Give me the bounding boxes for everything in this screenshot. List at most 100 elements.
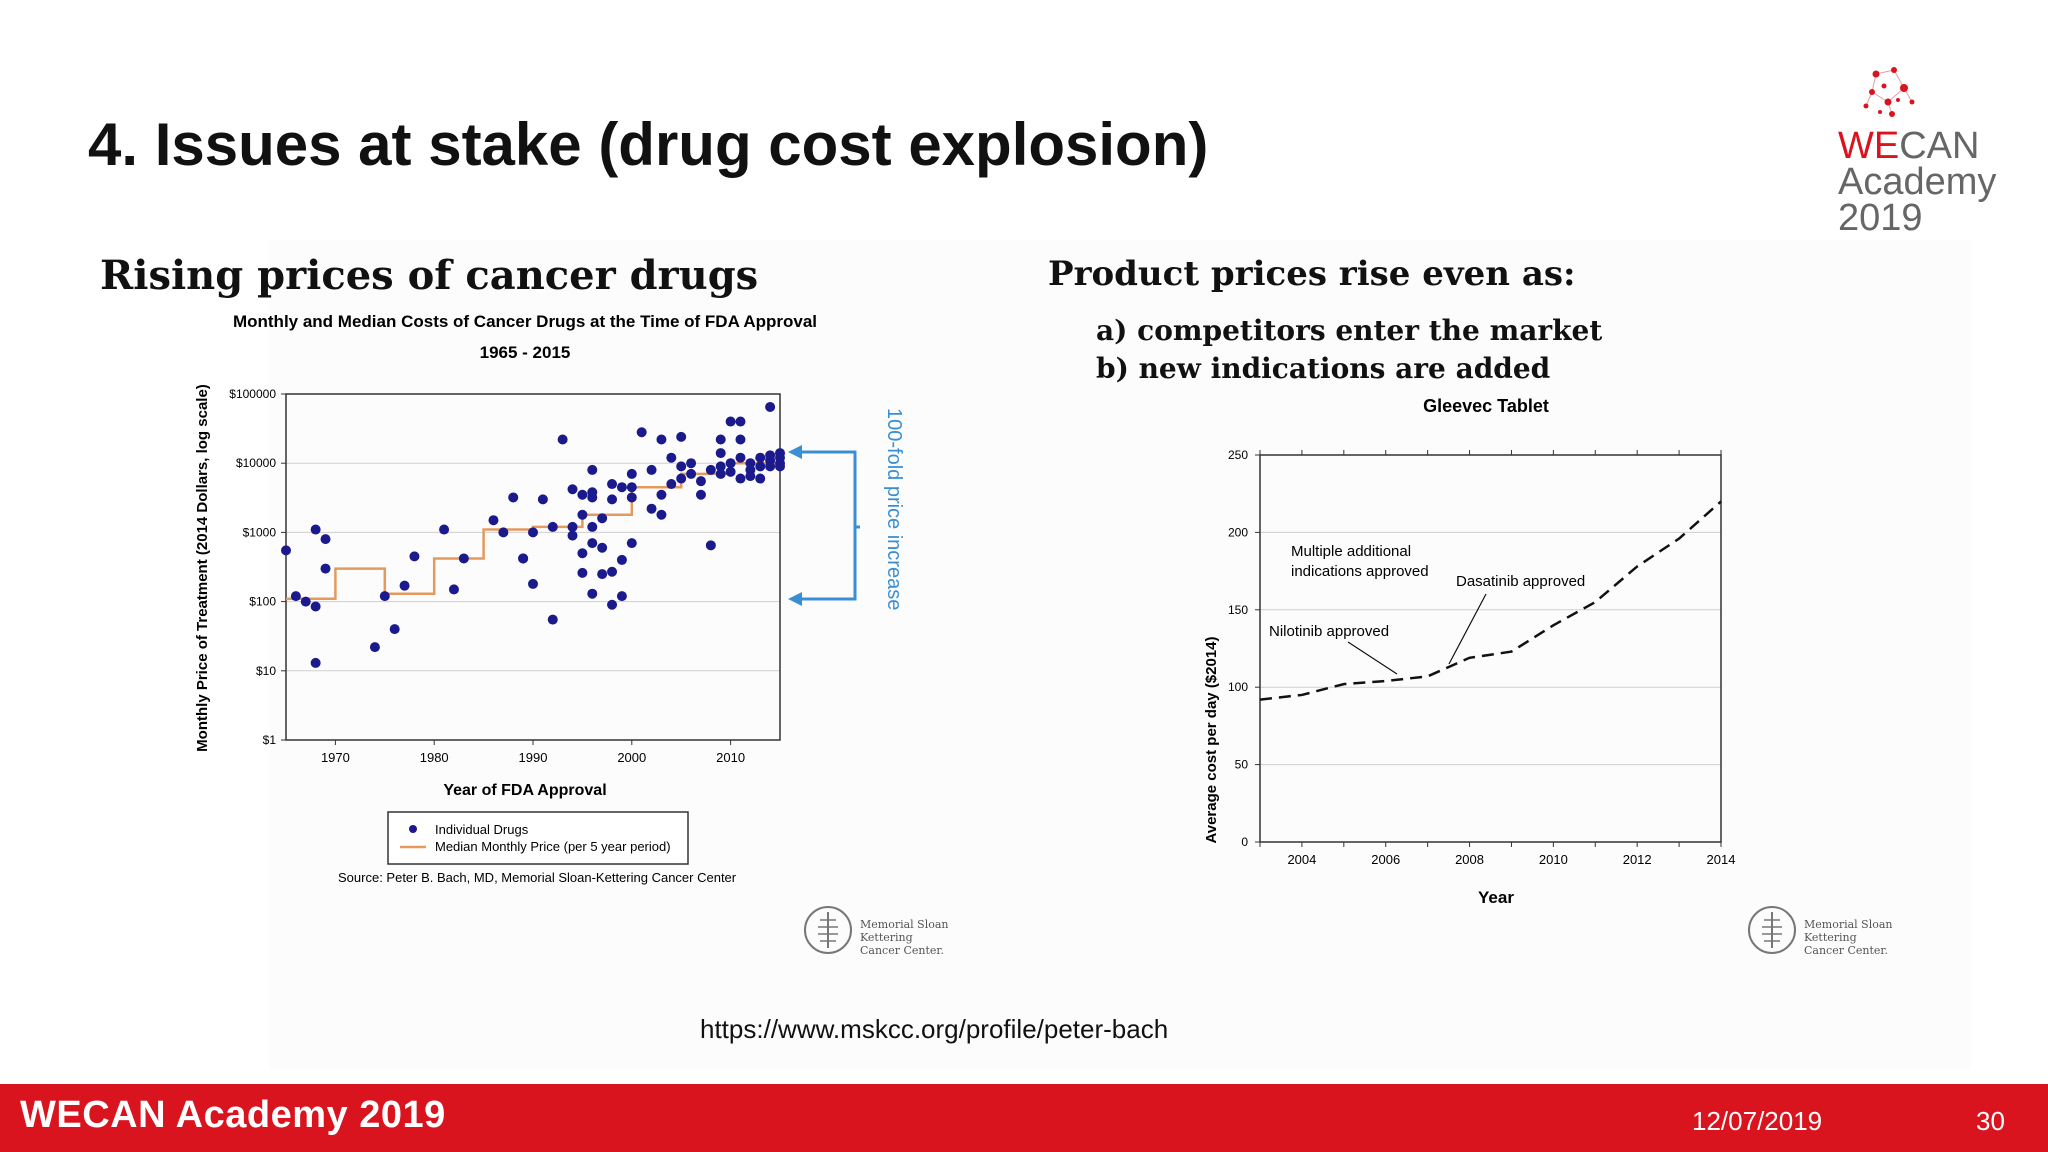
slide-title: 4. Issues at stake (drug cost explosion)	[88, 111, 1209, 178]
drug-data-point	[666, 452, 677, 463]
drug-data-point	[597, 513, 608, 524]
annotation-dasatinib: Dasatinib approved	[1456, 573, 1585, 590]
drug-data-point	[528, 527, 538, 538]
drug-data-point	[695, 489, 706, 500]
network-logo-icon	[1863, 67, 1915, 117]
drug-data-point	[626, 468, 637, 479]
drug-data-point	[636, 427, 647, 438]
msk-line-1: Memorial Sloan Kettering	[1804, 918, 1893, 944]
drug-data-point	[656, 489, 667, 500]
drug-data-point	[547, 521, 558, 532]
legend-dot-icon	[409, 825, 417, 833]
drug-data-point	[725, 416, 736, 427]
drug-data-point	[409, 551, 420, 562]
drug-data-point	[725, 458, 736, 469]
drug-data-point	[616, 554, 627, 565]
drug-data-point	[567, 530, 578, 541]
source-url[interactable]: https://www.mskcc.org/profile/peter-bach	[700, 1014, 1169, 1044]
chart2-annotations: Multiple additional indications approved…	[1269, 543, 1585, 675]
drug-data-point	[439, 524, 450, 535]
chart2-xtick-label: 2006	[1371, 852, 1400, 867]
arrow-bottom-icon	[788, 592, 802, 606]
drug-data-point	[577, 567, 588, 578]
chart1-xtick-label: 2000	[617, 750, 646, 765]
logo-line-1: WECAN	[1838, 125, 1980, 167]
drug-data-point	[705, 464, 716, 475]
drug-data-point	[607, 566, 618, 577]
drug-data-point	[320, 534, 331, 545]
chart1-xtick-label: 1980	[420, 750, 449, 765]
right-heading: Product prices rise even as:	[1048, 254, 1576, 294]
chart2-plot-frame	[1259, 454, 1722, 843]
logo-line-3: 2019	[1838, 197, 1923, 239]
drug-data-point	[676, 461, 687, 472]
chart1-xlabel: Year of FDA Approval	[443, 782, 606, 799]
chart1-xtick-label: 1970	[321, 750, 350, 765]
chart2-xtick-label: 2014	[1707, 852, 1736, 867]
drug-cost-scatter-chart: Monthly and Median Costs of Cancer Drugs…	[194, 312, 905, 885]
page-number: 30	[1976, 1106, 2005, 1136]
drug-data-point	[399, 580, 410, 591]
drug-data-point	[508, 492, 519, 503]
drug-data-point	[755, 473, 766, 484]
drug-data-point	[587, 492, 598, 503]
drug-data-point	[281, 545, 291, 556]
drug-data-point	[735, 473, 746, 484]
chart1-subtitle: 1965 - 2015	[480, 343, 571, 362]
chart1-ytick-label: $1	[263, 733, 277, 747]
drug-data-point	[587, 538, 598, 549]
chart1-source: Source: Peter B. Bach, MD, Memorial Sloa…	[338, 870, 737, 885]
drug-data-point	[666, 479, 677, 490]
msk-tree-icon	[804, 906, 852, 954]
chart2-ylabel: Average cost per day ($2014)	[1203, 636, 1220, 843]
wecan-logo: WECAN Academy 2019	[1832, 62, 2002, 238]
drug-data-point	[735, 452, 746, 463]
chart1-ytick-label: $10	[256, 664, 276, 678]
annotation-multiple-1: Multiple additional	[1291, 543, 1411, 560]
drug-data-point	[310, 657, 321, 668]
drug-data-point	[518, 553, 529, 564]
msk-logo-right: Memorial Sloan Kettering Cancer Center.	[1746, 902, 1893, 963]
chart2-ytick-label: 250	[1228, 448, 1248, 462]
right-point-b: b) new indications are added	[1096, 352, 1551, 385]
drug-data-point	[775, 461, 785, 472]
drug-data-point	[715, 461, 726, 472]
msk-logo-left: Memorial Sloan Kettering Cancer Center.	[802, 902, 949, 963]
drug-data-point	[705, 540, 716, 551]
drug-data-point	[389, 624, 400, 635]
drug-data-point	[379, 591, 390, 602]
chart2-ytick-label: 200	[1228, 525, 1248, 539]
chart1-xtick-label: 1990	[519, 750, 548, 765]
drug-data-point	[587, 588, 598, 599]
nilotinib-pointer	[1347, 641, 1398, 675]
drug-data-point	[765, 455, 776, 466]
chart1-ytick-label: $1000	[243, 525, 277, 539]
footer-brand: WECAN Academy 2019	[20, 1094, 446, 1136]
drug-data-point	[616, 482, 627, 493]
drug-data-point	[715, 434, 726, 445]
drug-data-point	[735, 434, 746, 445]
drug-data-point	[755, 461, 766, 472]
chart1-ylabel: Monthly Price of Treatment (2014 Dollars…	[194, 384, 211, 752]
annotation-multiple-2: indications approved	[1291, 563, 1429, 580]
drug-data-point	[646, 464, 657, 475]
gleevec-price-line	[1259, 500, 1722, 701]
drug-data-point	[656, 434, 667, 445]
chart2-ytick-label: 50	[1235, 758, 1249, 772]
drug-data-point	[488, 515, 499, 526]
msk-line-2: Cancer Center.	[860, 944, 944, 957]
drug-data-point	[528, 578, 538, 589]
drug-data-point	[745, 471, 756, 482]
msk-line-1: Memorial Sloan Kettering	[860, 918, 949, 944]
drug-data-point	[587, 464, 598, 475]
gleevec-price-line-chart: Gleevec Tablet Year Average cost per day…	[1203, 396, 1736, 907]
chart2-xtick-label: 2008	[1455, 852, 1484, 867]
bracket-icon	[798, 450, 860, 601]
drug-data-point	[577, 548, 588, 559]
dasatinib-pointer	[1448, 593, 1487, 665]
legend-item-median: Median Monthly Price (per 5 year period)	[435, 839, 671, 854]
drug-data-point	[715, 468, 726, 479]
chart2-ytick-label: 100	[1228, 680, 1248, 694]
chart1-title: Monthly and Median Costs of Cancer Drugs…	[233, 312, 817, 331]
drug-data-point	[300, 596, 311, 607]
